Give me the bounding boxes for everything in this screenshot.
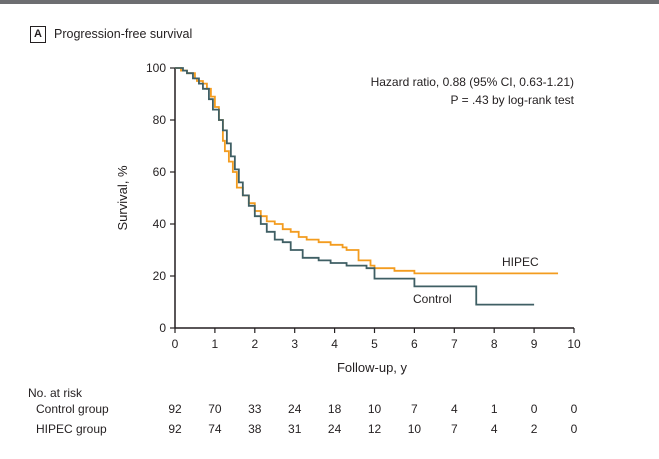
y-ticks: 0 20 40 60 80 100 <box>146 61 175 335</box>
x-tick-label: 6 <box>411 337 418 351</box>
risk-table-values: 92 70 33 24 18 10 7 4 1 0 092 74 38 31 24 12 10 7 4 2 0 <box>168 402 577 436</box>
risk-value-cell: 7 <box>411 402 418 416</box>
hipec-series-label: HIPEC <box>502 255 539 269</box>
x-tick-label: 9 <box>531 337 538 351</box>
risk-value-cell: 92 <box>168 422 182 436</box>
risk-value-cell: 18 <box>328 402 342 416</box>
risk-value-cell: 92 <box>168 402 182 416</box>
risk-value-cell: 10 <box>368 402 382 416</box>
panel-letter-box: A <box>30 26 46 43</box>
x-axis-label: Follow-up, y <box>337 360 408 375</box>
y-tick-label: 60 <box>153 165 167 179</box>
risk-value-cell: 10 <box>408 422 422 436</box>
hazard-ratio-annotation: Hazard ratio, 0.88 (95% CI, 0.63-1.21) <box>371 75 574 89</box>
chart-title: Progression-free survival <box>54 27 193 41</box>
risk-value-cell: 33 <box>248 402 262 416</box>
risk-value-cell: 0 <box>571 402 578 416</box>
x-tick-label: 10 <box>567 337 581 351</box>
p-value-annotation: P = .43 by log-rank test <box>450 93 574 107</box>
y-axis-label: Survival, % <box>115 165 130 230</box>
axes <box>174 68 574 329</box>
x-tick-label: 8 <box>491 337 498 351</box>
x-tick-label: 0 <box>172 337 179 351</box>
x-tick-label: 2 <box>251 337 258 351</box>
y-tick-label: 100 <box>146 61 166 75</box>
risk-value-cell: 2 <box>531 422 538 436</box>
hipec-survival-curve <box>175 67 559 275</box>
y-tick-label: 20 <box>153 269 167 283</box>
risk-row-hipec-label: HIPEC group <box>36 422 107 436</box>
x-ticks: 0 1 2 3 4 5 6 7 8 9 10 <box>172 328 581 351</box>
top-rule <box>0 0 659 4</box>
risk-value-cell: 70 <box>208 402 222 416</box>
risk-value-cell: 12 <box>368 422 382 436</box>
control-series-label: Control <box>413 292 452 306</box>
risk-value-cell: 31 <box>288 422 302 436</box>
survival-curves <box>175 67 559 306</box>
risk-row-control-label: Control group <box>36 402 109 416</box>
risk-value-cell: 24 <box>328 422 342 436</box>
x-tick-label: 1 <box>212 337 219 351</box>
risk-value-cell: 7 <box>451 422 458 436</box>
risk-value-cell: 24 <box>288 402 302 416</box>
x-tick-label: 4 <box>331 337 338 351</box>
y-tick-label: 0 <box>159 321 166 335</box>
x-tick-label: 3 <box>291 337 298 351</box>
y-tick-label: 40 <box>153 217 167 231</box>
risk-value-cell: 1 <box>491 402 498 416</box>
risk-value-cell: 0 <box>571 422 578 436</box>
x-tick-label: 7 <box>451 337 458 351</box>
risk-table-header: No. at risk <box>28 386 83 400</box>
x-tick-label: 5 <box>371 337 378 351</box>
risk-value-cell: 4 <box>491 422 498 436</box>
risk-value-cell: 74 <box>208 422 222 436</box>
y-tick-label: 80 <box>153 113 167 127</box>
control-survival-curve <box>175 67 535 306</box>
risk-value-cell: 38 <box>248 422 262 436</box>
risk-value-cell: 0 <box>531 402 538 416</box>
risk-value-cell: 4 <box>451 402 458 416</box>
